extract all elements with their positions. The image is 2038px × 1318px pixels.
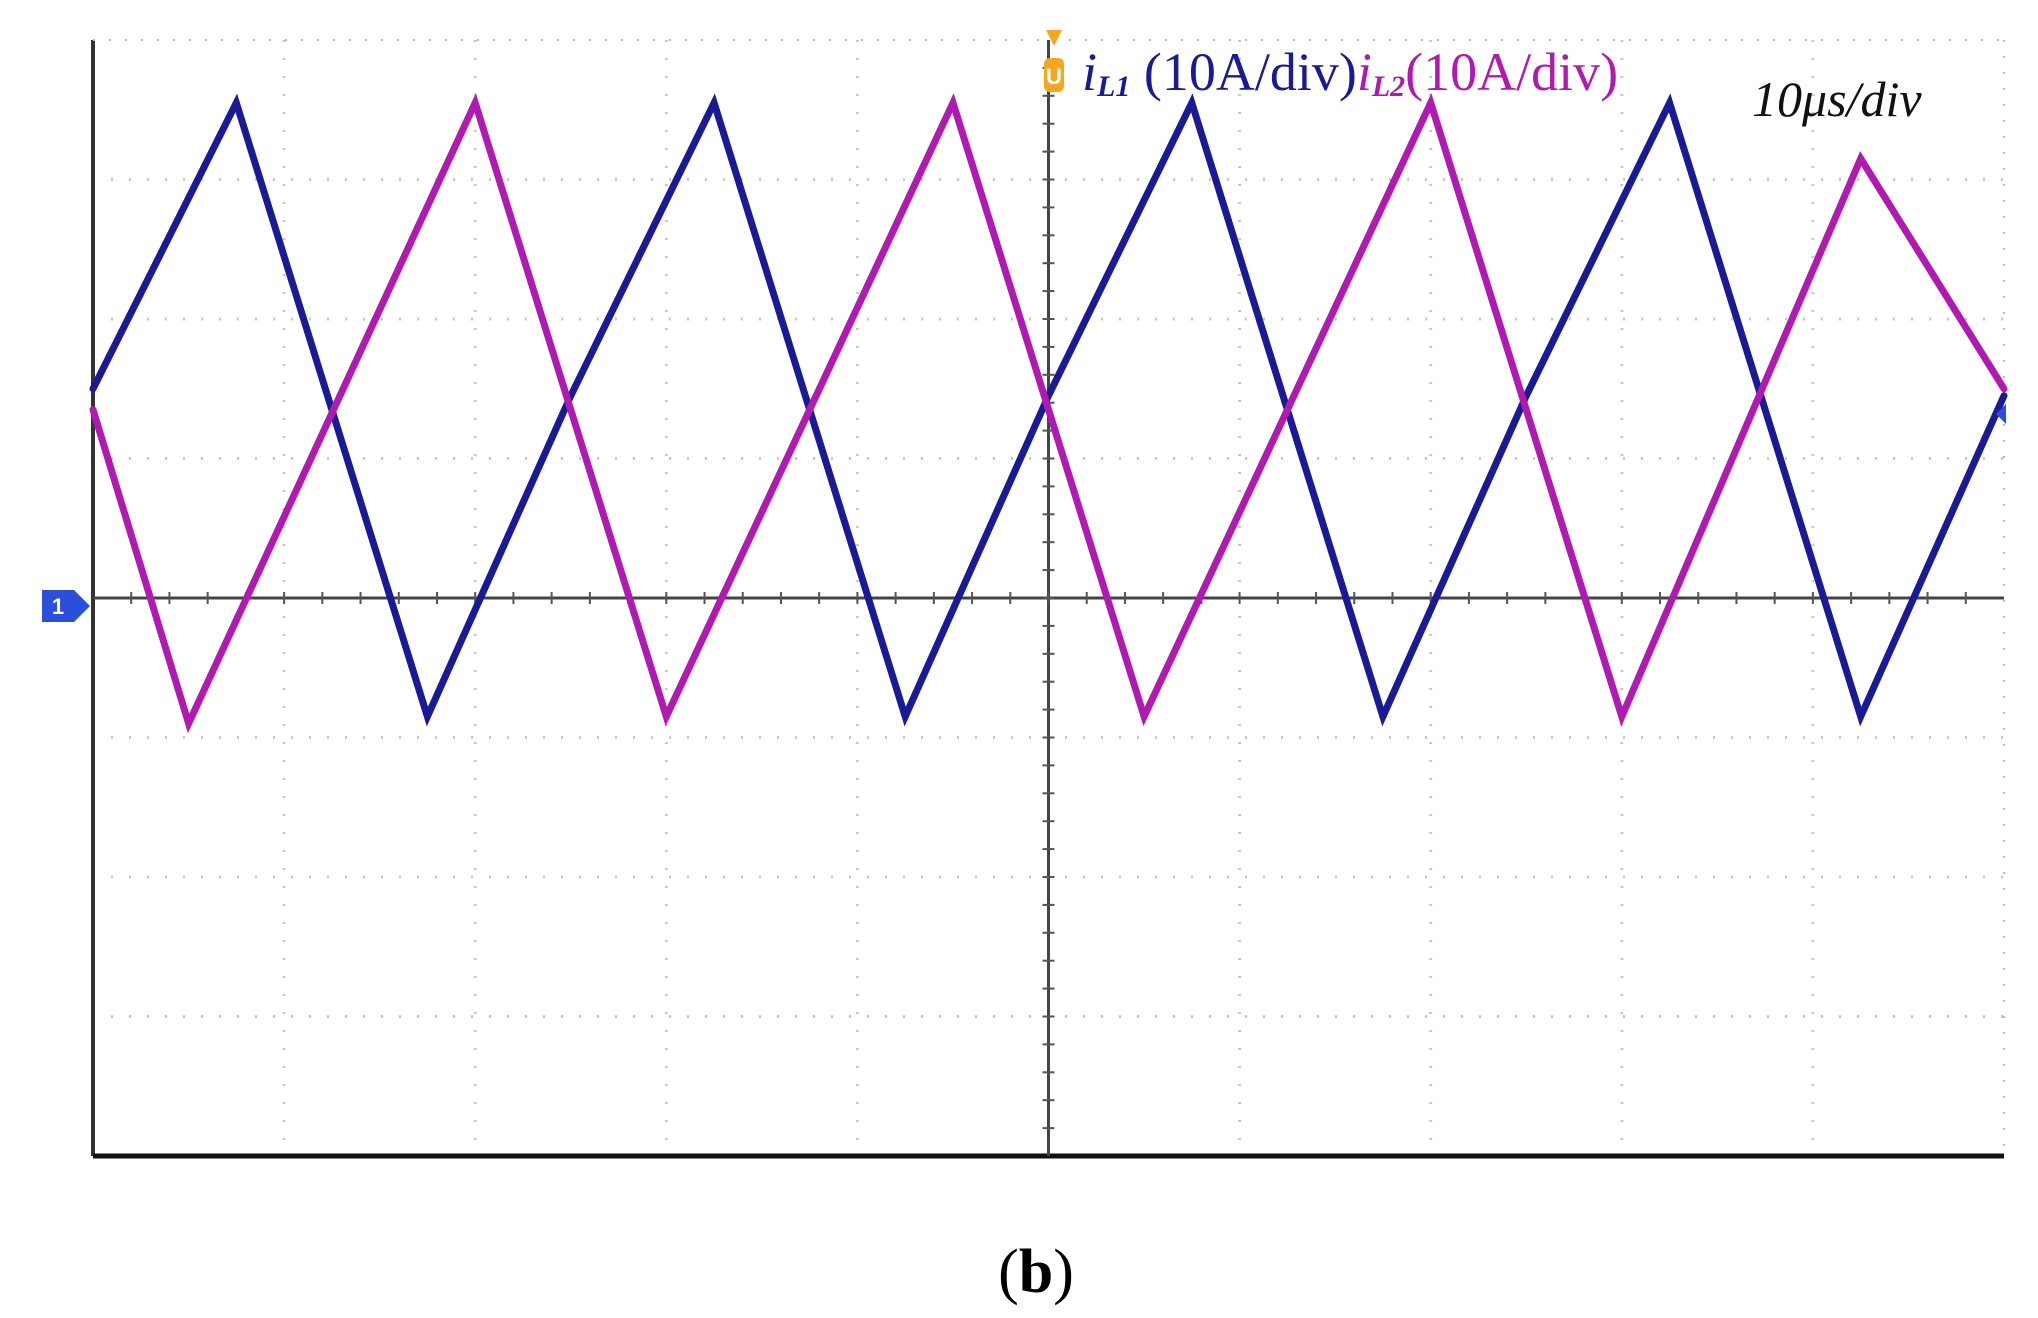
timebase-label: 10μs/div bbox=[1752, 71, 1922, 127]
ground-marker-label: 1 bbox=[52, 594, 64, 619]
trace-iL1-vertex bbox=[713, 102, 715, 104]
trace-iL2-vertex bbox=[1621, 716, 1623, 718]
trace-iL2-vertex bbox=[665, 716, 667, 718]
legend-l1-scale: (10A/div) bbox=[1130, 42, 1356, 102]
trace-iL2-vertex bbox=[474, 102, 476, 104]
trace-iL1-vertex bbox=[235, 102, 237, 104]
trace-iL1-vertex bbox=[570, 395, 572, 397]
trigger-marker-icon: U bbox=[1044, 30, 1064, 92]
ground-marker-icon: 1 bbox=[42, 590, 90, 622]
caption-close: ) bbox=[1053, 1238, 1074, 1306]
trace-iL1-vertex bbox=[904, 716, 906, 718]
figure-caption: (b) bbox=[998, 1238, 1074, 1306]
trace-iL1-vertex bbox=[1525, 395, 1527, 397]
trace-iL2 bbox=[89, 93, 2008, 734]
legend: iL1 (10A/div)iL2(10A/div) bbox=[1082, 42, 1618, 103]
legend-l2-scale: (10A/div) bbox=[1405, 42, 1618, 102]
traces bbox=[89, 93, 2008, 734]
trace-iL2-vertex bbox=[2003, 388, 2005, 390]
caption-open: ( bbox=[998, 1238, 1019, 1306]
trace-iL1-vertex bbox=[1860, 716, 1862, 718]
trace-iL1-vertex bbox=[426, 716, 428, 718]
legend-l2-subscript: L2 bbox=[1371, 70, 1405, 103]
right-edge-marker-icon bbox=[1996, 404, 2006, 424]
trace-iL2-vertex bbox=[92, 409, 94, 411]
trace-iL2-vertex bbox=[188, 723, 190, 725]
axes bbox=[91, 39, 2005, 1159]
trace-iL1-vertex bbox=[2003, 395, 2005, 397]
trace-iL2-vertex bbox=[1860, 158, 1862, 160]
caption-letter: b bbox=[1019, 1238, 1053, 1306]
trace-iL1-vertex bbox=[1382, 716, 1384, 718]
legend-l1-symbol: i bbox=[1082, 42, 1097, 102]
trace-iL2-vertex bbox=[1430, 102, 1432, 104]
legend-l2-symbol: i bbox=[1357, 42, 1372, 102]
trace-iL2-vertex bbox=[952, 102, 954, 104]
trace-iL1-vertex bbox=[1191, 102, 1193, 104]
trace-iL1-vertex bbox=[92, 388, 94, 390]
legend-l1-subscript: L1 bbox=[1096, 70, 1130, 103]
trace-iL1-vertex bbox=[1669, 102, 1671, 104]
trace-iL2-vertex bbox=[1143, 716, 1145, 718]
trigger-marker-label: U bbox=[1046, 64, 1062, 89]
trace-iL1-vertex bbox=[1048, 395, 1049, 397]
